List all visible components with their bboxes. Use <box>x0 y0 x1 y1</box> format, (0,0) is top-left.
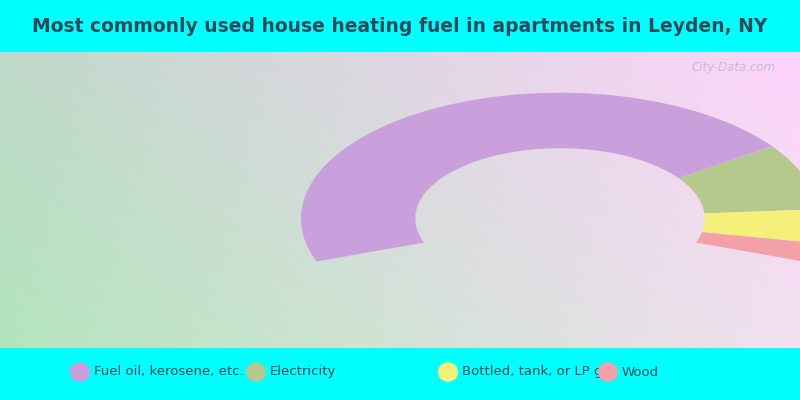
Text: Fuel oil, kerosene, etc.: Fuel oil, kerosene, etc. <box>94 366 243 378</box>
Ellipse shape <box>438 362 458 382</box>
Ellipse shape <box>246 362 266 382</box>
Text: City-Data.com: City-Data.com <box>692 61 776 74</box>
Text: Wood: Wood <box>622 366 658 378</box>
Text: Bottled, tank, or LP gas: Bottled, tank, or LP gas <box>462 366 617 378</box>
Ellipse shape <box>598 362 618 382</box>
Wedge shape <box>702 209 800 243</box>
Text: Electricity: Electricity <box>270 366 336 378</box>
Wedge shape <box>678 146 800 213</box>
Wedge shape <box>696 232 800 262</box>
Wedge shape <box>301 93 772 262</box>
Text: Most commonly used house heating fuel in apartments in Leyden, NY: Most commonly used house heating fuel in… <box>32 16 768 36</box>
Ellipse shape <box>70 362 90 382</box>
